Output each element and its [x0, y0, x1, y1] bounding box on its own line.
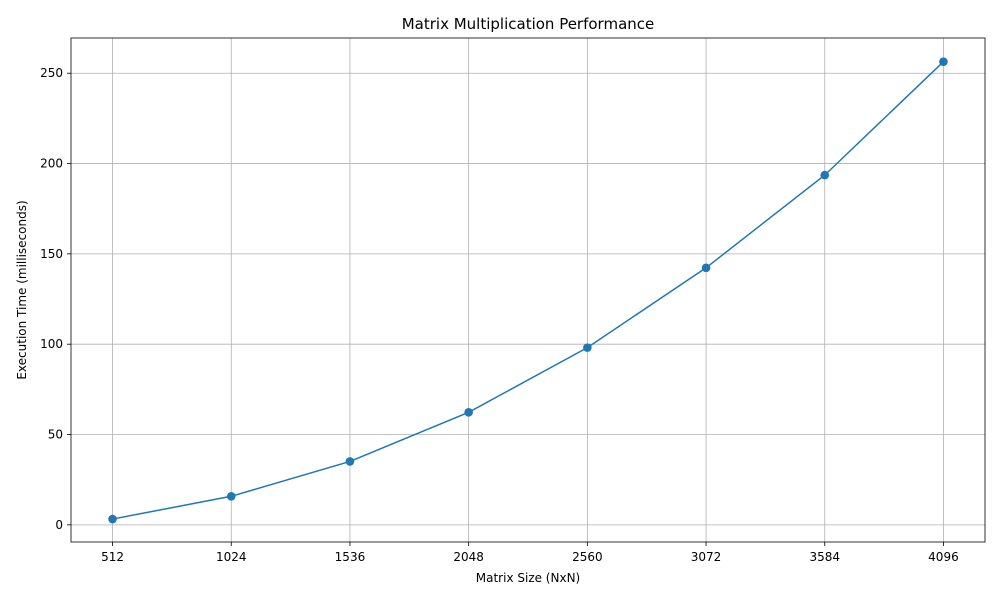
series-layer	[108, 57, 948, 524]
x-tick-label: 2048	[453, 550, 484, 564]
data-point	[583, 343, 592, 352]
y-tick-label: 250	[40, 66, 63, 80]
y-axis-label: Execution Time (milliseconds)	[15, 200, 29, 379]
x-tick-label: 1536	[335, 550, 366, 564]
series-line	[112, 61, 944, 520]
y-tick-label: 200	[40, 157, 63, 171]
data-point	[701, 263, 711, 273]
x-tick-label: 4096	[928, 550, 959, 564]
x-tick-label: 1024	[216, 550, 247, 564]
data-point	[820, 170, 830, 180]
y-tick-label: 100	[40, 337, 63, 351]
data-point	[226, 491, 236, 501]
x-tick-label: 3584	[809, 550, 840, 564]
axes-layer: 512 1024 1536 2048 2560 3072 3584 4096 0 50 100 150…	[40, 37, 986, 564]
x-tick-label: 2560	[572, 550, 603, 564]
x-tick-label: 3072	[691, 550, 722, 564]
data-point	[464, 407, 473, 417]
data-point	[345, 457, 355, 466]
y-tick-label: 50	[48, 428, 63, 442]
data-point	[939, 57, 948, 66]
plot-frame	[70, 37, 986, 543]
y-tick-label: 150	[40, 247, 63, 261]
x-axis-label: Matrix Size (NxN)	[476, 571, 580, 585]
grid-layer	[71, 38, 985, 542]
chart-title: Matrix Multiplication Performance	[402, 15, 655, 33]
y-tick-label: 0	[55, 518, 63, 532]
x-tick-label: 512	[101, 550, 124, 564]
data-point	[108, 514, 117, 524]
